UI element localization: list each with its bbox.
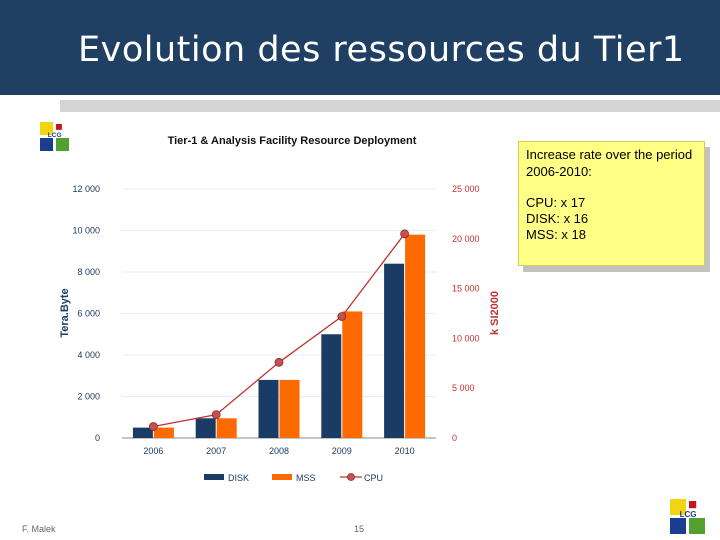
x-tick-label: 2007: [206, 446, 226, 456]
y-tick-label: 4 000: [77, 350, 100, 360]
legend-label-disk: DISK: [228, 473, 249, 483]
legend-label-mss: MSS: [296, 473, 316, 483]
y-tick-label: 0: [95, 433, 100, 443]
bar-mss: [216, 418, 237, 438]
note-heading: Increase rate over the period 2006-2010:: [526, 147, 693, 179]
y2-tick-label: 0: [452, 433, 457, 443]
cpu-line: [153, 233, 406, 428]
logo-square-red: [56, 124, 62, 130]
bar-disk: [384, 263, 405, 438]
legend-swatch-point: [347, 473, 355, 481]
increase-rate-note: Increase rate over the period 2006-2010:…: [518, 141, 705, 266]
legend-swatch-disk: [204, 474, 224, 480]
bar-mss: [405, 234, 426, 438]
footer-page-number: 15: [354, 524, 365, 534]
logo-square-red: [689, 501, 697, 509]
logo-text: LCG: [680, 510, 697, 519]
note-rates: CPU: x 17 DISK: x 16 MSS: x 18: [526, 195, 589, 242]
cpu-point: [274, 357, 284, 367]
chart-title: Tier-1 & Analysis Facility Resource Depl…: [168, 135, 417, 147]
y-tick-label: 10 000: [72, 226, 100, 236]
y2-tick-label: 15 000: [452, 284, 480, 294]
bar-mss: [153, 427, 174, 438]
logo-square-blue: [670, 518, 686, 534]
logo-text: LCG: [48, 132, 62, 139]
bar-disk: [132, 427, 153, 438]
y2-axis-label: k SI2000: [489, 291, 501, 335]
y-tick-label: 12 000: [72, 184, 100, 194]
bar-disk: [195, 418, 216, 438]
legend-swatch-mss: [272, 474, 292, 480]
bar-mss: [342, 311, 363, 438]
logo-square-yellow: [40, 122, 53, 135]
logo-square-green: [689, 518, 705, 534]
footer-author: F. Malek: [22, 524, 56, 534]
x-tick-label: 2008: [269, 446, 289, 456]
x-tick-label: 2009: [332, 446, 352, 456]
y2-tick-label: 10 000: [452, 333, 480, 343]
logo-square-green: [56, 138, 69, 151]
slide-header: Evolution des ressources du Tier1: [0, 0, 720, 95]
cpu-point: [211, 410, 221, 419]
y-axis-label: Tera.Byte: [59, 288, 71, 337]
chart-panel: LCG Tier-1 & Analysis Facility Resource …: [38, 120, 514, 492]
cpu-point: [400, 229, 410, 239]
cpu-point: [149, 422, 158, 431]
y-tick-label: 8 000: [77, 267, 100, 277]
x-tick-label: 2006: [143, 446, 163, 456]
lcg-logo-icon: LCG: [40, 122, 69, 151]
y2-tick-label: 25 000: [452, 184, 480, 194]
logo-square-blue: [40, 138, 53, 151]
y-tick-label: 6 000: [77, 309, 100, 319]
lcg-logo-bottom-icon: LCG: [670, 499, 705, 534]
slide-title: Evolution des ressources du Tier1: [78, 30, 685, 70]
legend-label-cpu: CPU: [364, 473, 383, 483]
y2-tick-label: 5 000: [452, 383, 475, 393]
header-rule: [60, 100, 720, 112]
bar-disk: [321, 334, 342, 438]
y2-tick-label: 20 000: [452, 234, 480, 244]
bar-disk: [258, 379, 279, 438]
chart: LCG Tier-1 & Analysis Facility Resource …: [40, 122, 501, 483]
logo-square-yellow: [670, 499, 686, 515]
x-tick-label: 2010: [395, 446, 415, 456]
cpu-point: [337, 312, 347, 321]
bar-mss: [279, 379, 300, 438]
y-tick-label: 2 000: [77, 392, 100, 402]
